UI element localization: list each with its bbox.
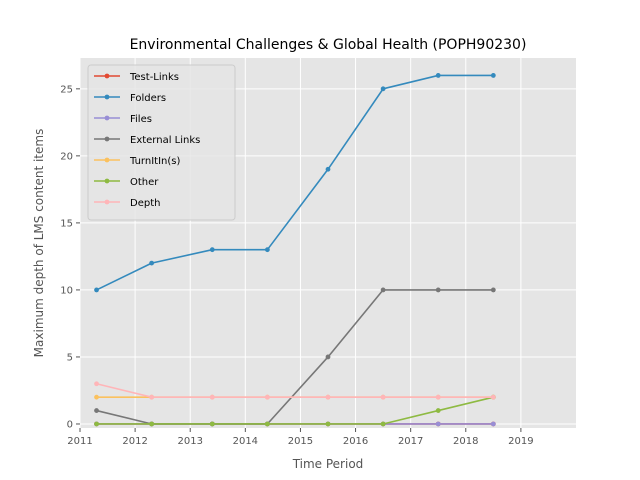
series-depth bbox=[94, 381, 496, 400]
legend-marker bbox=[104, 136, 110, 142]
y-axis-label: Maximum depth of LMS content items bbox=[32, 129, 46, 358]
data-point bbox=[264, 421, 270, 427]
data-point bbox=[490, 421, 496, 427]
series-group bbox=[94, 73, 496, 427]
data-point bbox=[325, 421, 331, 427]
legend-item: External Links bbox=[94, 135, 200, 146]
data-point bbox=[94, 394, 99, 400]
data-point bbox=[435, 73, 441, 78]
data-point bbox=[490, 73, 496, 78]
x-tick-label: 2017 bbox=[398, 436, 423, 447]
data-point bbox=[490, 394, 496, 400]
legend-marker bbox=[104, 199, 110, 205]
legend-frame bbox=[87, 64, 236, 221]
legend-item: Test-Links bbox=[94, 72, 179, 83]
data-point bbox=[209, 421, 215, 427]
legend-label: Files bbox=[130, 114, 152, 125]
chart-title: Environmental Challenges & Global Health… bbox=[130, 37, 527, 53]
y-tick-label: 10 bbox=[60, 285, 73, 296]
data-point bbox=[380, 394, 386, 400]
data-point bbox=[264, 247, 270, 253]
legend: Test-Links Folders Files External Links Turn… bbox=[87, 64, 236, 221]
legend-item: Depth bbox=[94, 198, 160, 209]
data-point bbox=[380, 287, 386, 293]
data-point bbox=[94, 421, 99, 427]
data-point bbox=[149, 421, 155, 427]
x-tick-label: 2016 bbox=[343, 436, 368, 447]
data-point bbox=[94, 287, 99, 293]
legend-label: Other bbox=[130, 177, 159, 188]
data-point bbox=[149, 260, 155, 266]
x-tick-label: 2019 bbox=[508, 436, 533, 447]
data-point bbox=[380, 86, 386, 92]
legend-label: Test-Links bbox=[129, 72, 179, 83]
x-tick-label: 2012 bbox=[122, 436, 147, 447]
data-point bbox=[435, 408, 441, 413]
legend-label: Depth bbox=[130, 198, 160, 209]
x-tick-label: 2013 bbox=[177, 436, 202, 447]
data-point bbox=[435, 394, 441, 400]
data-point bbox=[264, 394, 270, 400]
legend-marker bbox=[104, 94, 110, 100]
legend-marker bbox=[104, 157, 110, 163]
series-folders bbox=[94, 73, 496, 293]
legend-item: TurnItIn(s) bbox=[94, 156, 180, 167]
legend-item: Folders bbox=[94, 93, 166, 104]
legend-marker bbox=[104, 115, 110, 121]
legend-label: External Links bbox=[130, 135, 200, 146]
y-tick-label: 20 bbox=[60, 151, 73, 162]
data-point bbox=[209, 394, 215, 400]
data-point bbox=[325, 354, 331, 360]
y-tick-label: 5 bbox=[67, 352, 73, 363]
series-line bbox=[96, 74, 494, 291]
legend-item: Other bbox=[94, 177, 159, 188]
data-point bbox=[435, 421, 441, 427]
legend-item: Files bbox=[94, 114, 152, 125]
legend-marker bbox=[104, 178, 110, 184]
x-tick-label: 2011 bbox=[67, 436, 92, 447]
x-tick-label: 2015 bbox=[288, 436, 313, 447]
legend-label: TurnItIn(s) bbox=[129, 156, 180, 167]
y-tick-label: 25 bbox=[60, 84, 73, 95]
series-line bbox=[96, 396, 494, 425]
x-tick-label: 2018 bbox=[453, 436, 478, 447]
data-point bbox=[325, 166, 331, 172]
ticks: 2011 2012 2013 2014 2015 2016 2017 2018 20190510… bbox=[60, 84, 533, 447]
data-point bbox=[325, 394, 331, 400]
legend-marker bbox=[104, 73, 110, 79]
x-axis-label: Time Period bbox=[292, 457, 364, 471]
legend-label: Folders bbox=[130, 93, 166, 104]
x-tick-label: 2014 bbox=[233, 436, 258, 447]
data-point bbox=[435, 287, 441, 293]
y-tick-label: 0 bbox=[67, 419, 73, 430]
data-point bbox=[380, 421, 386, 427]
data-point bbox=[490, 287, 496, 293]
series-line bbox=[96, 382, 494, 398]
data-point bbox=[149, 394, 155, 400]
data-point bbox=[94, 408, 99, 413]
data-point bbox=[94, 381, 99, 387]
data-point bbox=[209, 247, 215, 253]
y-tick-label: 15 bbox=[60, 218, 73, 229]
